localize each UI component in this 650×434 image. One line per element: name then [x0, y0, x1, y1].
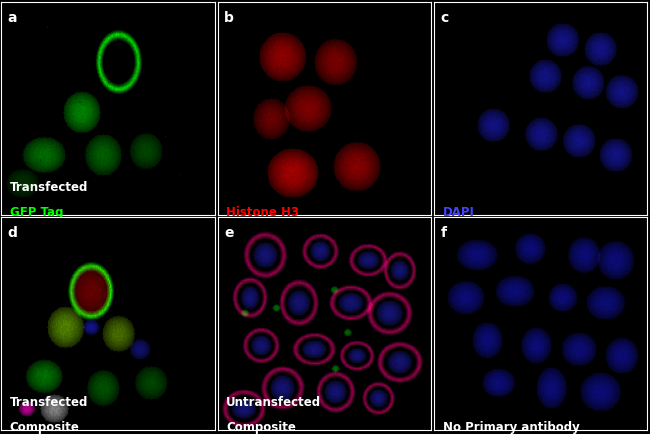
- Text: f: f: [441, 226, 447, 240]
- Text: Composite: Composite: [226, 421, 296, 434]
- Text: a: a: [8, 11, 17, 25]
- Text: Composite: Composite: [10, 421, 80, 434]
- Text: Transfected: Transfected: [10, 181, 88, 194]
- Text: Histone H3: Histone H3: [226, 206, 299, 219]
- Text: d: d: [8, 226, 18, 240]
- Text: Untransfected: Untransfected: [226, 396, 321, 409]
- Text: No Primary antibody: No Primary antibody: [443, 421, 580, 434]
- Text: DAPI: DAPI: [443, 206, 474, 219]
- Text: c: c: [441, 11, 449, 25]
- Text: e: e: [224, 226, 233, 240]
- Text: GFP Tag: GFP Tag: [10, 206, 63, 219]
- Text: Transfected: Transfected: [10, 396, 88, 409]
- Text: b: b: [224, 11, 234, 25]
